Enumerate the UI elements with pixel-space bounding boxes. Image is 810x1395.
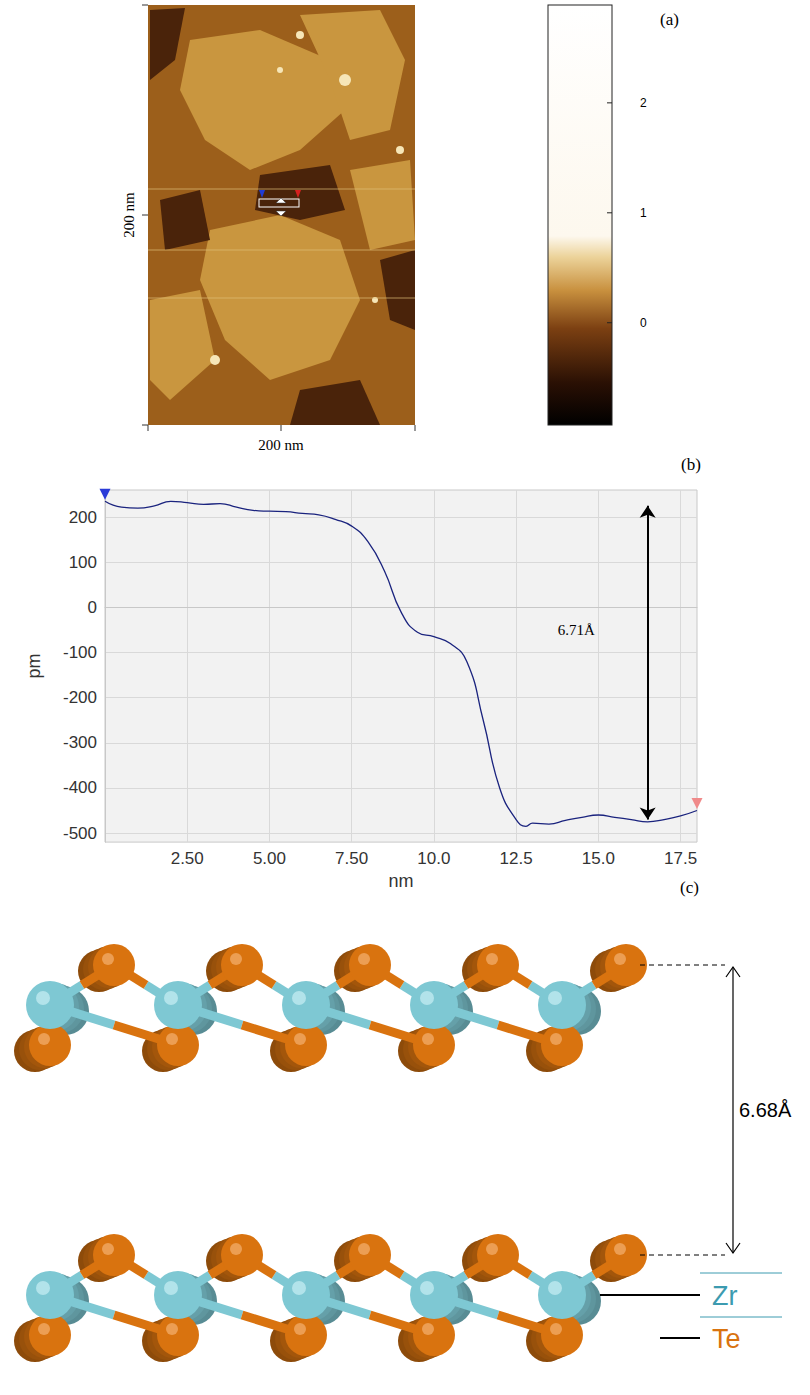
- svg-text:pm: pm: [24, 654, 44, 679]
- svg-text:2.50: 2.50: [171, 849, 204, 868]
- svg-text:-300: -300: [63, 733, 97, 752]
- svg-text:6.71Å: 6.71Å: [558, 622, 595, 638]
- svg-text:-100: -100: [63, 643, 97, 662]
- svg-text:1: 1: [640, 206, 647, 220]
- svg-text:6.68Å: 6.68Å: [739, 1099, 792, 1121]
- svg-text:-200: -200: [63, 688, 97, 707]
- svg-text:7.50: 7.50: [335, 849, 368, 868]
- svg-text:(a): (a): [660, 10, 679, 29]
- svg-text:-400: -400: [63, 778, 97, 797]
- svg-text:Zr: Zr: [712, 1281, 737, 1311]
- svg-text:200 nm: 200 nm: [121, 192, 137, 238]
- svg-text:-500: -500: [63, 824, 97, 843]
- svg-text:17.5: 17.5: [664, 849, 697, 868]
- svg-text:(c): (c): [680, 878, 699, 897]
- svg-text:Te: Te: [712, 1324, 741, 1354]
- svg-text:12.5: 12.5: [500, 849, 533, 868]
- svg-text:0: 0: [640, 316, 647, 330]
- svg-text:200: 200: [69, 508, 97, 527]
- svg-text:nm: nm: [388, 871, 413, 891]
- svg-text:0: 0: [88, 598, 97, 617]
- svg-text:5.00: 5.00: [253, 849, 286, 868]
- svg-text:15.0: 15.0: [582, 849, 615, 868]
- svg-text:(b): (b): [681, 455, 701, 474]
- svg-text:10.0: 10.0: [417, 849, 450, 868]
- svg-text:100: 100: [69, 553, 97, 572]
- svg-text:2: 2: [640, 96, 647, 110]
- svg-text:200 nm: 200 nm: [258, 437, 304, 453]
